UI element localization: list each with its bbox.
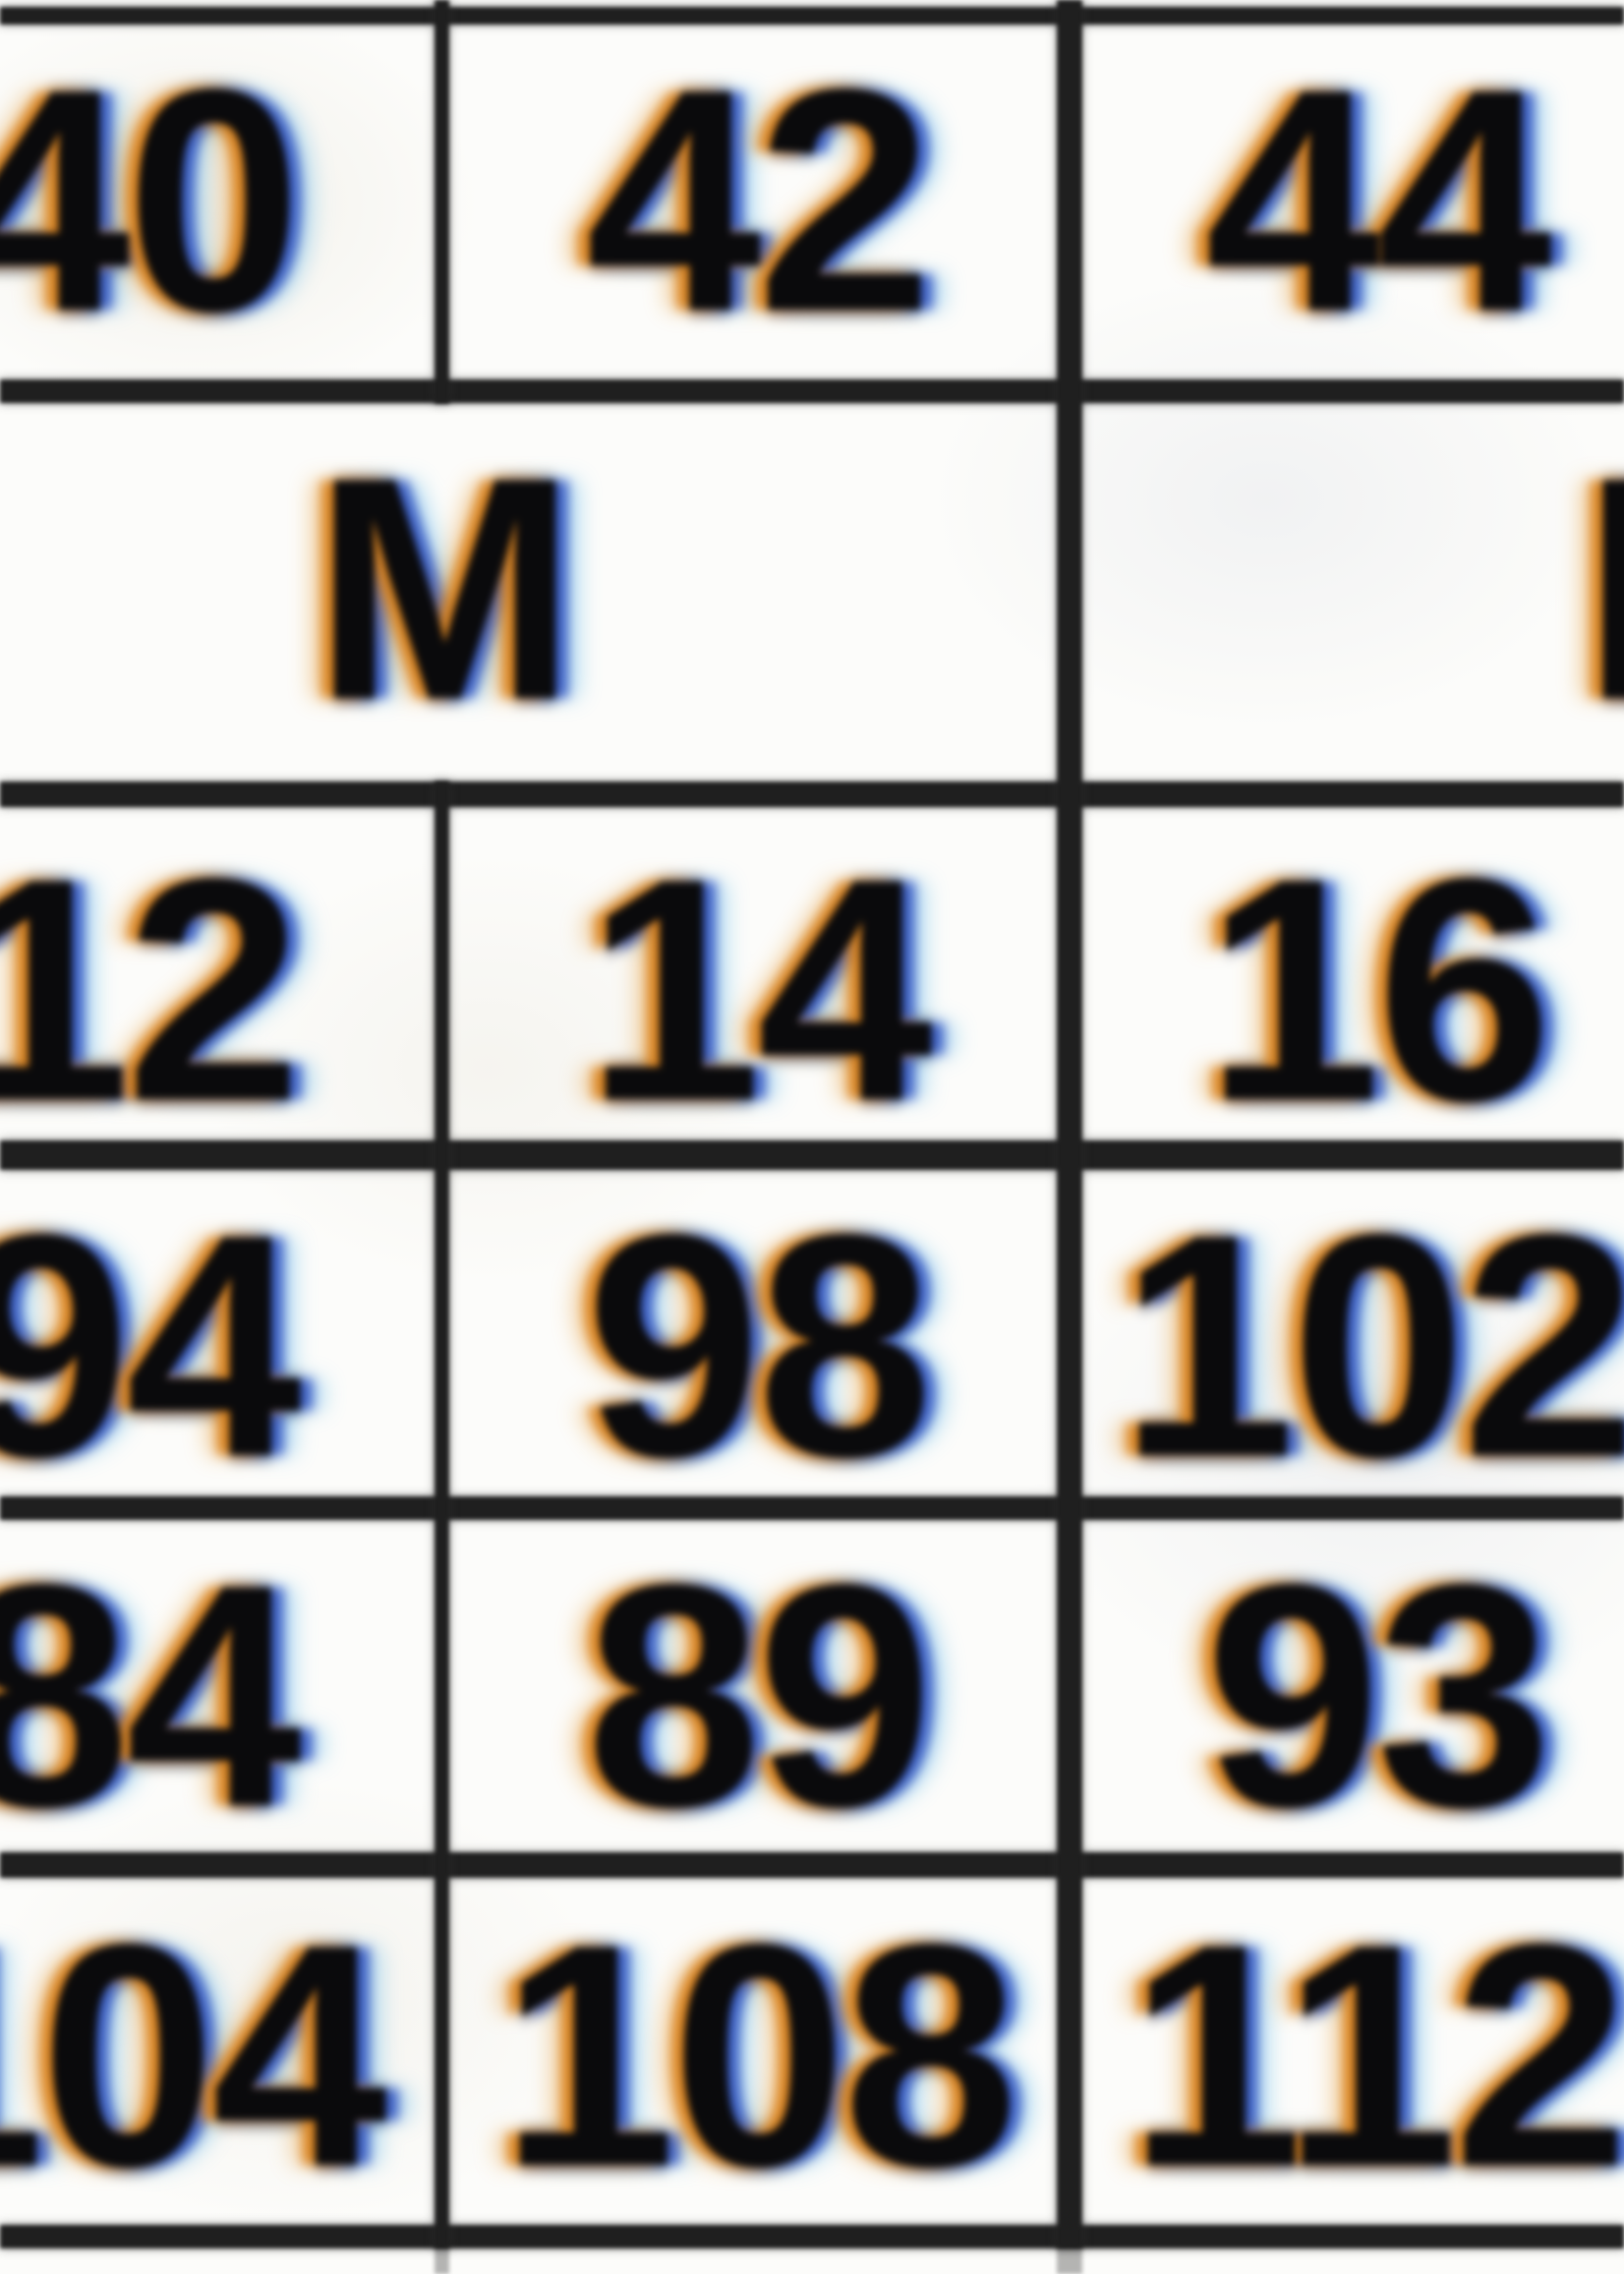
table-cell: 108 [499,1880,1019,2233]
table-border-header-divider [0,1140,1624,1170]
table-border-col1-upper [435,0,449,403]
table-cell: 112 [1128,1880,1624,2233]
table-cell: 40 [0,25,302,378]
table-cell-merged: M [313,413,576,766]
table-border-row1-bottom [0,379,1624,403]
table-cell: 84 [0,1520,302,1873]
table-border-col1-stub [435,2248,449,2274]
table-cell: 93 [1204,1520,1552,1873]
table-border-row5-bottom [0,1852,1624,1878]
table-border-bottom [0,2225,1624,2248]
table-cell-clipped: L [1582,432,1624,748]
table-cell: 16 [1204,814,1552,1167]
table-border-row4-bottom [0,1496,1624,1520]
table-border-col2-stub [1057,2248,1082,2274]
table-cell: 98 [585,1170,933,1523]
table-cell: 89 [585,1520,933,1873]
table-cell: 104 [0,1880,387,2233]
table-cell: 12 [0,814,302,1167]
table-cell: 42 [585,25,933,378]
table-border-row2-bottom [0,782,1624,807]
table-border-col2-thick [1057,0,1082,2248]
table-border-col1-lower [435,782,449,2248]
table-cell: 44 [1204,25,1552,378]
table-cell: 94 [0,1170,302,1523]
table-cell: 102 [1119,1170,1624,1523]
table-border-top [0,7,1624,25]
table-cell: 14 [585,814,933,1167]
